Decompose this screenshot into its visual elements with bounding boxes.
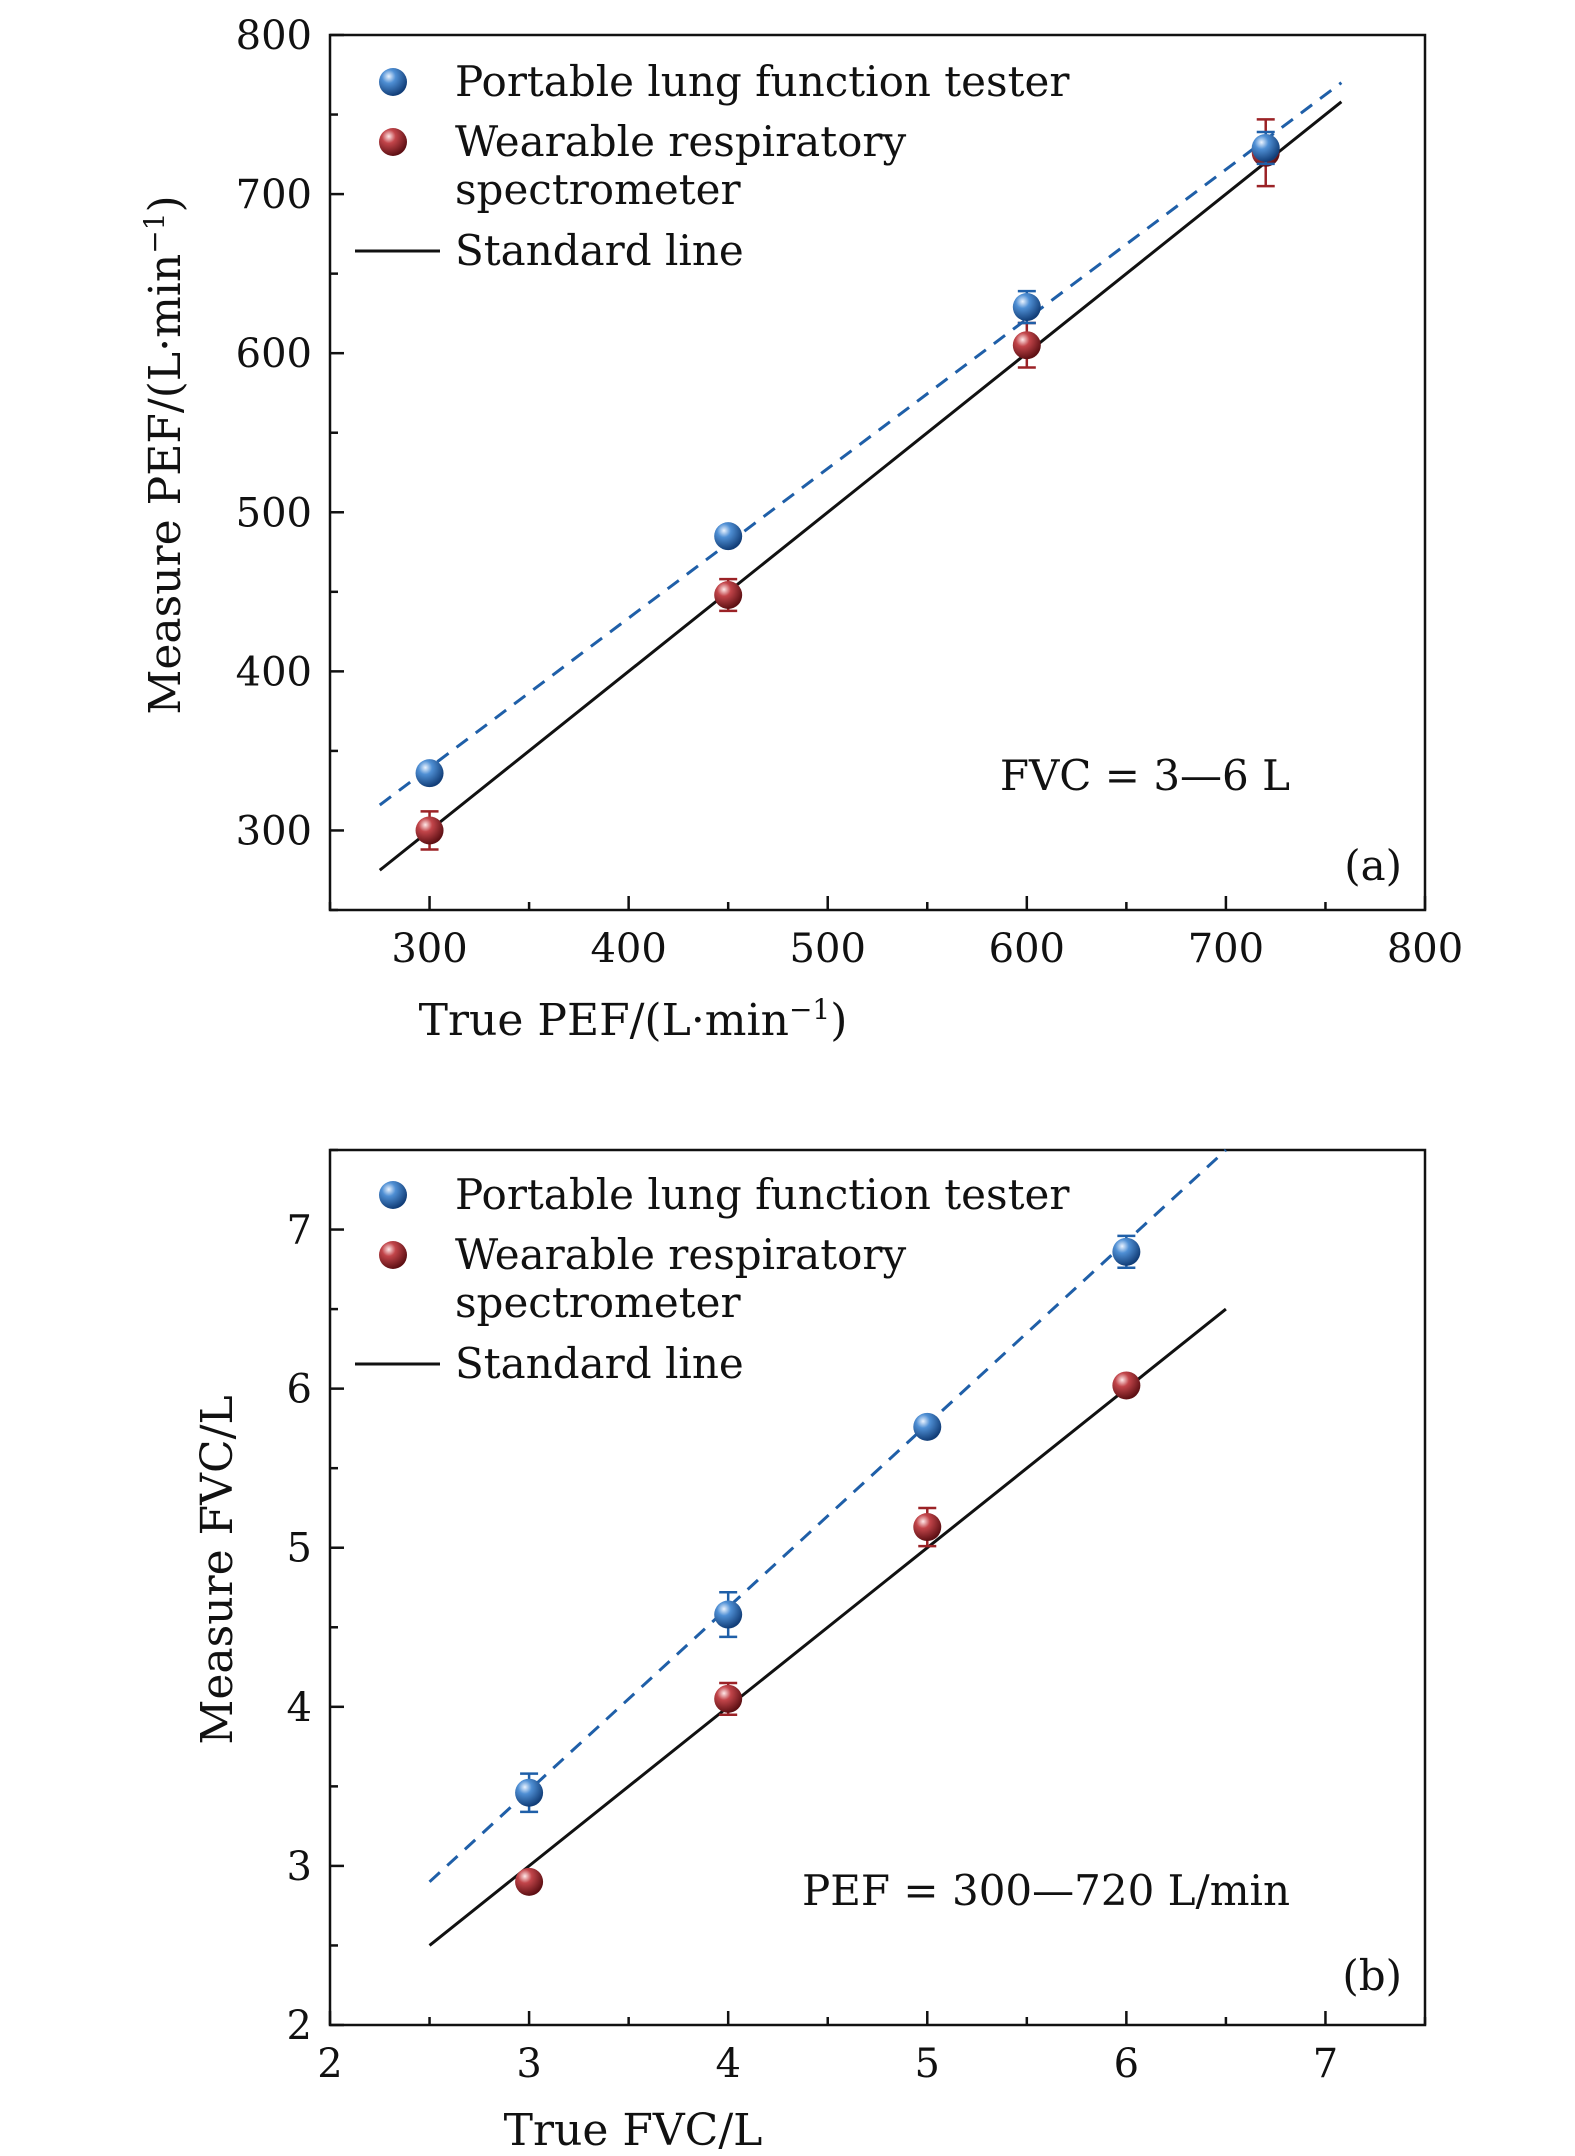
x-tick-label-b: 5 [915, 2041, 940, 2087]
x-tick-label-a: 800 [1387, 926, 1463, 972]
x-tick-label-a: 300 [391, 926, 467, 972]
y-axis-title-a: Measure PEF/(L·min−1) [138, 195, 191, 714]
standard-line-a [378, 100, 1343, 872]
y-tick-label-a: 400 [236, 649, 312, 695]
y-ticks-b: 2 3 4 5 6 7 [287, 1148, 344, 2049]
portable-point-a [1251, 133, 1280, 162]
legend-wearable-marker-b [379, 1241, 407, 1269]
wearable-point-b [913, 1513, 942, 1542]
y-axis-title-b: Measure FVC/L [192, 1395, 243, 1744]
annotation-a: FVC = 3—6 L [1000, 751, 1290, 800]
legend-wearable-label-line2-a: spectrometer [455, 165, 741, 214]
wearable-point-b [1112, 1371, 1141, 1400]
y-tick-label-b: 3 [287, 1844, 312, 1890]
y-tick-label-b: 7 [287, 1208, 312, 1254]
x-axis-title-a: True PEF/(L·min−1) [419, 993, 848, 1046]
chart-panel-b: 2 3 4 5 6 7 2 3 4 5 6 7 True FVC/L Measure FVC/L P… [192, 1148, 1427, 2156]
x-ticks-b: 2 3 4 5 6 7 [317, 2011, 1427, 2087]
legend-standard-label-b: Standard line [455, 1339, 744, 1388]
lines-a [378, 81, 1343, 872]
portable-fit-line-b [428, 1148, 1227, 1883]
portable-point-a [415, 759, 444, 788]
plot-frame-a [328, 33, 1427, 912]
panel-label-a: (a) [1344, 841, 1402, 890]
x-tick-label-a: 700 [1188, 926, 1264, 972]
y-tick-label-b: 6 [287, 1367, 312, 1413]
portable-point-b [515, 1778, 544, 1807]
panel-label-b: (b) [1342, 1951, 1402, 2000]
y-tick-label-a: 600 [236, 331, 312, 377]
x-tick-label-a: 600 [989, 926, 1065, 972]
legend-portable-label-a: Portable lung function tester [455, 57, 1070, 106]
chart-panel-a: 300 400 500 600 700 800 300 400 500 600 700 800 Tr… [138, 13, 1463, 1046]
y-tick-label-a: 300 [236, 808, 312, 854]
portable-fit-line-a [378, 81, 1343, 807]
portable-point-a [714, 522, 743, 551]
wearable-point-a [714, 581, 743, 609]
portable-point-b [913, 1412, 942, 1441]
legend-portable-marker-a [379, 68, 407, 96]
y-tick-label-a: 800 [236, 13, 312, 59]
x-ticks-a: 300 400 500 600 700 800 [328, 896, 1463, 972]
portable-point-b [1112, 1237, 1141, 1266]
legend-a: Portable lung function tester Wearable r… [355, 57, 1070, 275]
y-ticks-a: 300 400 500 600 700 800 [236, 13, 344, 912]
wearable-point-b [714, 1684, 743, 1713]
lines-b [428, 1148, 1227, 1947]
y-tick-label-b: 5 [287, 1526, 312, 1572]
legend-portable-marker-b [379, 1181, 407, 1209]
y-tick-label-b: 4 [287, 1685, 312, 1731]
y-tick-label-b: 2 [287, 2003, 312, 2049]
wearable-point-b [515, 1867, 544, 1896]
marks-b [515, 1234, 1141, 1896]
legend-wearable-label-line2-b: spectrometer [455, 1278, 741, 1327]
wearable-point-a [1012, 331, 1041, 360]
y-tick-label-a: 500 [236, 490, 312, 536]
legend-standard-label-a: Standard line [455, 226, 744, 275]
portable-point-a [1012, 293, 1041, 322]
x-tick-label-b: 6 [1114, 2041, 1139, 2087]
legend-b: Portable lung function tester Wearable r… [355, 1170, 1070, 1388]
x-tick-label-b: 3 [516, 2041, 541, 2087]
x-tick-label-b: 7 [1313, 2041, 1338, 2087]
legend-portable-label-b: Portable lung function tester [455, 1170, 1070, 1219]
x-tick-label-a: 500 [790, 926, 866, 972]
x-tick-label-b: 4 [715, 2041, 740, 2087]
x-tick-label-a: 400 [590, 926, 666, 972]
plot-frame-b [328, 1148, 1427, 2027]
legend-wearable-label-b: Wearable respiratory [455, 1230, 906, 1279]
standard-line-b [428, 1307, 1227, 1947]
x-axis-title-b: True FVC/L [504, 2105, 763, 2156]
legend-wearable-marker-a [379, 128, 407, 156]
y-tick-label-a: 700 [236, 172, 312, 218]
annotation-b: PEF = 300—720 L/min [802, 1866, 1290, 1915]
legend-wearable-label-a: Wearable respiratory [455, 117, 906, 166]
wearable-point-a [415, 816, 444, 845]
portable-point-b [714, 1600, 743, 1629]
x-tick-label-b: 2 [317, 2041, 342, 2087]
marks-a [415, 118, 1280, 851]
